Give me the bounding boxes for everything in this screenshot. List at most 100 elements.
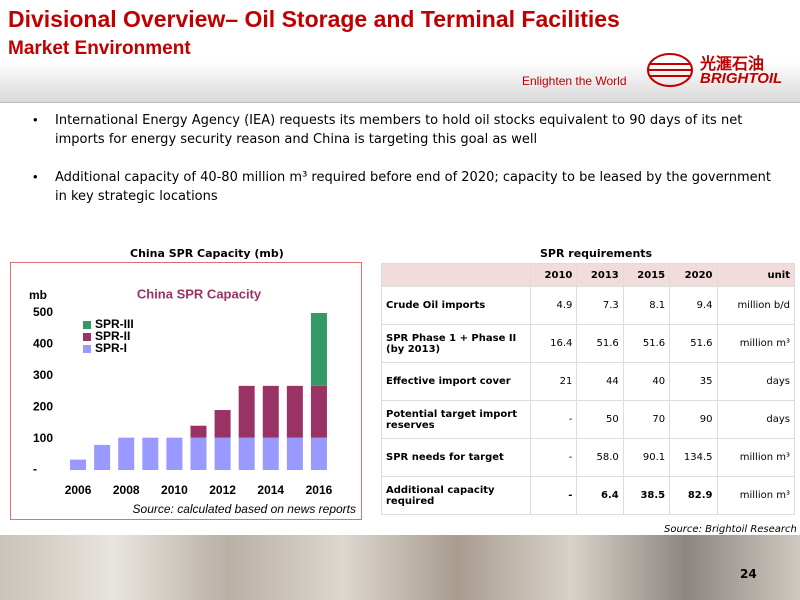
table-cell: Potential target import reserves	[381, 400, 531, 439]
table-cell: SPR needs for target	[381, 438, 531, 477]
bar-segment	[166, 437, 183, 470]
chart: China SPR Capacity mb Source: calculated…	[29, 286, 356, 516]
chart-title: China SPR Capacity	[137, 286, 262, 301]
page-number: 24	[740, 567, 757, 581]
y-tick-label: 200	[33, 399, 53, 413]
bullet: International Energy Agency (IEA) reques…	[55, 113, 743, 147]
logo-icon	[647, 53, 693, 87]
table-cell: 21	[529, 362, 578, 401]
bar-segment	[190, 425, 207, 438]
bar-segment	[70, 459, 87, 470]
table-row: Effective import cover 21 44 40 35 days	[381, 362, 795, 401]
x-tick-label: 2014	[257, 483, 284, 497]
table-cell: 50	[576, 400, 624, 439]
table-cell: 40	[622, 362, 671, 401]
table-row: Potential target import reserves -50 70 90 d…	[381, 400, 795, 439]
table-cell: 51.6	[576, 324, 624, 363]
table-cell: 2010	[529, 263, 578, 287]
table-cell: 134.5	[669, 438, 718, 477]
table-cell: days	[716, 362, 795, 401]
table-cell: 51.6	[622, 324, 671, 363]
bar-segment	[286, 385, 303, 438]
chart-caption: China SPR Capacity (mb)	[130, 247, 284, 260]
table-row: Additional capacity required -6.4 38.5 82.9…	[381, 476, 795, 515]
bar-segment	[262, 437, 279, 470]
bar-segment	[286, 437, 303, 470]
bar-segment	[94, 444, 111, 470]
table-cell: 38.5	[622, 476, 671, 515]
table-row: SPR Phase 1 + Phase II (by 2013) 16.4 51.6…	[381, 324, 795, 363]
table-cell: unit	[716, 263, 795, 287]
legend-label: SPR-II	[95, 329, 130, 343]
bar-segment	[310, 385, 327, 438]
y-tick-label: -	[33, 462, 37, 476]
table-row: SPR needs for target -58.0 90.1 134.5 millio…	[381, 438, 795, 477]
table-cell: 70	[622, 400, 671, 439]
table-cell: days	[716, 400, 795, 439]
table-cell: 35	[669, 362, 718, 401]
bar-segment	[142, 437, 159, 470]
table-cell: 8.1	[622, 286, 671, 325]
bullet: Additional capacity of 40-80 million m³ …	[55, 170, 771, 204]
bar-segment	[214, 410, 231, 438]
title: Divisional Overview– Oil Storage and Ter…	[8, 6, 620, 32]
table-cell: Additional capacity required	[381, 476, 531, 515]
bar-segment	[190, 437, 207, 470]
bullet-dot: •	[33, 112, 38, 127]
table-cell: million m³	[716, 324, 795, 363]
x-tick-label: 2008	[113, 483, 140, 497]
bar-segment	[310, 437, 327, 470]
table-cell: million m³	[716, 476, 795, 515]
table-cell: 2013	[576, 263, 624, 287]
table-cell: 82.9	[669, 476, 718, 515]
legend-swatch	[83, 333, 91, 341]
table-cell: 4.9	[529, 286, 578, 325]
table-cell: -	[529, 438, 578, 477]
bullet-dot: •	[33, 169, 38, 184]
bar-segment	[238, 437, 255, 470]
logo-en: BRIGHTOIL	[700, 70, 783, 87]
chart-box: China SPR Capacity mb Source: calculated…	[10, 262, 362, 520]
y-tick-label: 100	[33, 431, 53, 445]
chart-source: Source: calculated based on news reports	[133, 502, 356, 516]
table-cell: 90	[669, 400, 718, 439]
bar-segment	[262, 385, 279, 438]
table-cell: 9.4	[669, 286, 718, 325]
table-cell: 2020	[669, 263, 718, 287]
table-cell: 58.0	[576, 438, 624, 477]
table-cell: 6.4	[576, 476, 624, 515]
y-tick-label: 500	[33, 305, 53, 319]
x-tick-label: 2012	[209, 483, 236, 497]
photo-strip	[0, 535, 800, 600]
legend-label: SPR-I	[95, 341, 127, 355]
x-tick-label: 2010	[161, 483, 188, 497]
y-axis-label: mb	[29, 288, 47, 302]
subtitle: Market Environment	[8, 38, 191, 59]
table-cell: million m³	[716, 438, 795, 477]
legend-label: SPR-III	[95, 317, 134, 331]
table: 2010 2013 2015 2020 unit Crude Oil imports 4.9…	[381, 263, 795, 515]
legend-swatch	[83, 321, 91, 329]
tagline: Enlighten the World	[522, 74, 627, 88]
bar-segment	[214, 437, 231, 470]
logo-cn: 光滙石油	[700, 54, 765, 73]
bar-segment	[238, 385, 255, 438]
legend-swatch	[83, 345, 91, 353]
table-cell	[381, 263, 531, 287]
table-row: 2010 2013 2015 2020 unit	[381, 263, 795, 287]
table-cell: million b/d	[716, 286, 795, 325]
table-source: Source: Brightoil Research	[664, 524, 797, 535]
table-cell: Effective import cover	[381, 362, 531, 401]
table-cell: 44	[576, 362, 624, 401]
bar-segment	[118, 437, 135, 470]
table-cell: 90.1	[622, 438, 671, 477]
table-cell: -	[529, 476, 578, 515]
table-cell: 2015	[622, 263, 671, 287]
table-cell: 16.4	[529, 324, 578, 363]
x-tick-label: 2006	[65, 483, 92, 497]
x-tick-label: 2016	[306, 483, 333, 497]
table-row: Crude Oil imports 4.9 7.3 8.1 9.4 million b/d	[381, 286, 795, 325]
y-tick-label: 300	[33, 368, 53, 382]
table-caption: SPR requirements	[540, 247, 653, 260]
